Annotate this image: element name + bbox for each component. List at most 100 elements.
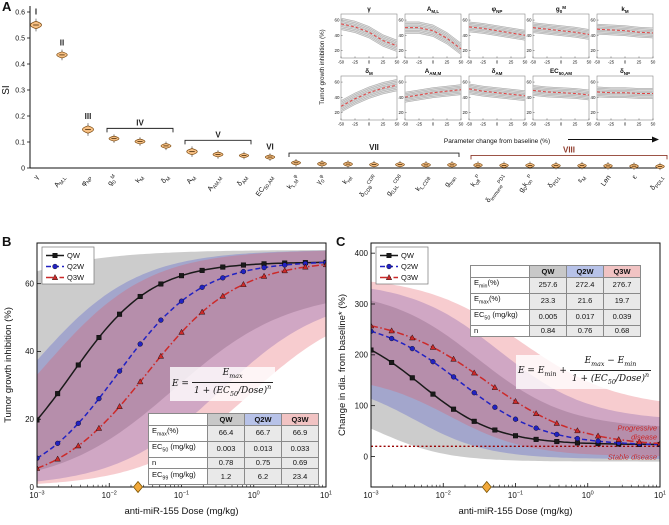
series-curves <box>37 259 326 471</box>
mean-sensitivity-line <box>340 84 398 107</box>
group-label: IV <box>136 118 144 127</box>
table-header: QW <box>529 265 567 278</box>
x-tick-label: εM <box>577 174 589 185</box>
table-cell: 257.6 <box>529 276 567 294</box>
table-cell: 0.039 <box>603 308 641 326</box>
svg-text:60: 60 <box>590 80 596 85</box>
svg-text:0: 0 <box>432 60 435 65</box>
y-tick-label: 200 <box>355 351 369 360</box>
x-tick-label: 101 <box>654 491 666 501</box>
confidence-bands <box>371 281 660 462</box>
svg-text:-50: -50 <box>402 122 409 127</box>
table-cell: 0.013 <box>244 440 282 458</box>
series-curves <box>371 322 660 448</box>
y-tick-label: 0 <box>30 483 35 492</box>
table-row: Emax(%) 66.4 66.7 66.9 <box>148 424 319 442</box>
svg-text:25: 25 <box>637 122 642 127</box>
svg-text:25: 25 <box>637 60 642 65</box>
x-tick-label: φNP <box>80 174 94 189</box>
svg-text:60: 60 <box>398 18 404 23</box>
x-tick-label: 101 <box>320 491 332 501</box>
svg-text:-50: -50 <box>594 122 601 127</box>
row-label: n <box>148 456 208 469</box>
y-tick-label: 300 <box>355 300 369 309</box>
x-tick-label: δCD8CDR <box>358 173 381 200</box>
table-cell: 0.003 <box>207 440 245 458</box>
band-Q2W <box>37 250 326 482</box>
group-bracket <box>470 154 668 160</box>
y-tick-label: 0 <box>21 166 25 173</box>
table-cell: 0.69 <box>281 456 319 469</box>
group-bracket <box>106 127 174 133</box>
table-header: Q2W <box>566 265 604 278</box>
svg-text:40: 40 <box>398 95 404 100</box>
curve-Q3W <box>37 263 326 470</box>
svg-text:-50: -50 <box>530 60 537 65</box>
table-header: Q3W <box>603 265 641 278</box>
progressive-disease-annotation: disease <box>631 432 657 441</box>
table-header: Q3W <box>281 413 319 426</box>
svg-text:0: 0 <box>432 122 435 127</box>
table-cell: 276.7 <box>603 276 641 294</box>
table-cell: 1.2 <box>207 468 245 485</box>
table-cell: 0.76 <box>566 324 604 337</box>
svg-text:50: 50 <box>587 122 592 127</box>
svg-text:25: 25 <box>381 122 386 127</box>
inset-plot-title: δM <box>365 68 373 76</box>
table-cell: 66.7 <box>244 424 282 442</box>
x-tick-label: AAM,M <box>207 174 225 194</box>
svg-text:60: 60 <box>462 80 468 85</box>
svg-text:20: 20 <box>334 48 340 53</box>
svg-text:0: 0 <box>624 122 627 127</box>
mean-sensitivity-line <box>405 27 462 50</box>
x-tick-label: δAM <box>236 174 250 189</box>
legend-label: Q3W <box>401 273 419 282</box>
table-cell: 0.78 <box>207 456 245 469</box>
x-tick-label: γ0φ <box>315 173 329 187</box>
x-tick-label: 10−1 <box>508 491 523 501</box>
table-cell: 23.4 <box>281 468 319 485</box>
x-tick-label: 100 <box>248 491 260 501</box>
inset-plot-title: φNP <box>492 6 503 14</box>
svg-text:-25: -25 <box>608 60 615 65</box>
inset-plot-title: kM <box>621 6 629 14</box>
svg-text:0: 0 <box>496 60 499 65</box>
inset-x-axis-label: Parameter change from baseline (%) <box>444 138 550 145</box>
svg-text:40: 40 <box>334 95 340 100</box>
y-axis-label: Tumor growth inhibition (%) <box>3 307 14 423</box>
y-tick-label: 0 <box>364 452 369 461</box>
table-cell: 272.4 <box>566 276 604 294</box>
row-label: Emax(%) <box>148 424 208 442</box>
svg-text:25: 25 <box>381 60 386 65</box>
inset-plot-title: γ <box>367 6 371 13</box>
svg-text:25: 25 <box>509 60 514 65</box>
x-tick-label: AM,L <box>53 174 68 190</box>
mean-sensitivity-line <box>596 28 654 34</box>
table-row: Emin(%) 257.6 272.4 276.7 <box>470 276 641 294</box>
table-cell: 66.9 <box>281 424 319 442</box>
y-axis-label: SI <box>1 85 12 94</box>
svg-text:-25: -25 <box>480 122 487 127</box>
x-tick-label: 10−2 <box>102 491 117 501</box>
svg-text:60: 60 <box>398 80 404 85</box>
table-header <box>470 265 530 278</box>
band-Q2W <box>371 288 660 459</box>
svg-text:-25: -25 <box>352 122 359 127</box>
x-tick-label: δM <box>160 174 172 186</box>
mean-sensitivity-line <box>404 89 462 98</box>
table-row: n 0.84 0.76 0.68 <box>470 324 641 337</box>
svg-text:20: 20 <box>590 110 596 115</box>
row-label: n <box>470 324 530 337</box>
legend: QW Q2W Q3W <box>375 246 429 285</box>
svg-text:-50: -50 <box>466 60 473 65</box>
svg-text:40: 40 <box>590 95 596 100</box>
band-QW <box>371 300 660 462</box>
y-tick-label: 100 <box>355 401 369 410</box>
svg-text:50: 50 <box>395 122 400 127</box>
table-cell: 0.68 <box>603 324 641 337</box>
x-tick-label: AM <box>186 174 199 186</box>
table-cell: 0.033 <box>281 440 319 458</box>
x-tick-label: ε <box>631 174 639 181</box>
table-cell: 23.3 <box>529 292 567 310</box>
hill-equation-b: E = Emax 1 + (EC50/Dose)n <box>170 367 276 401</box>
